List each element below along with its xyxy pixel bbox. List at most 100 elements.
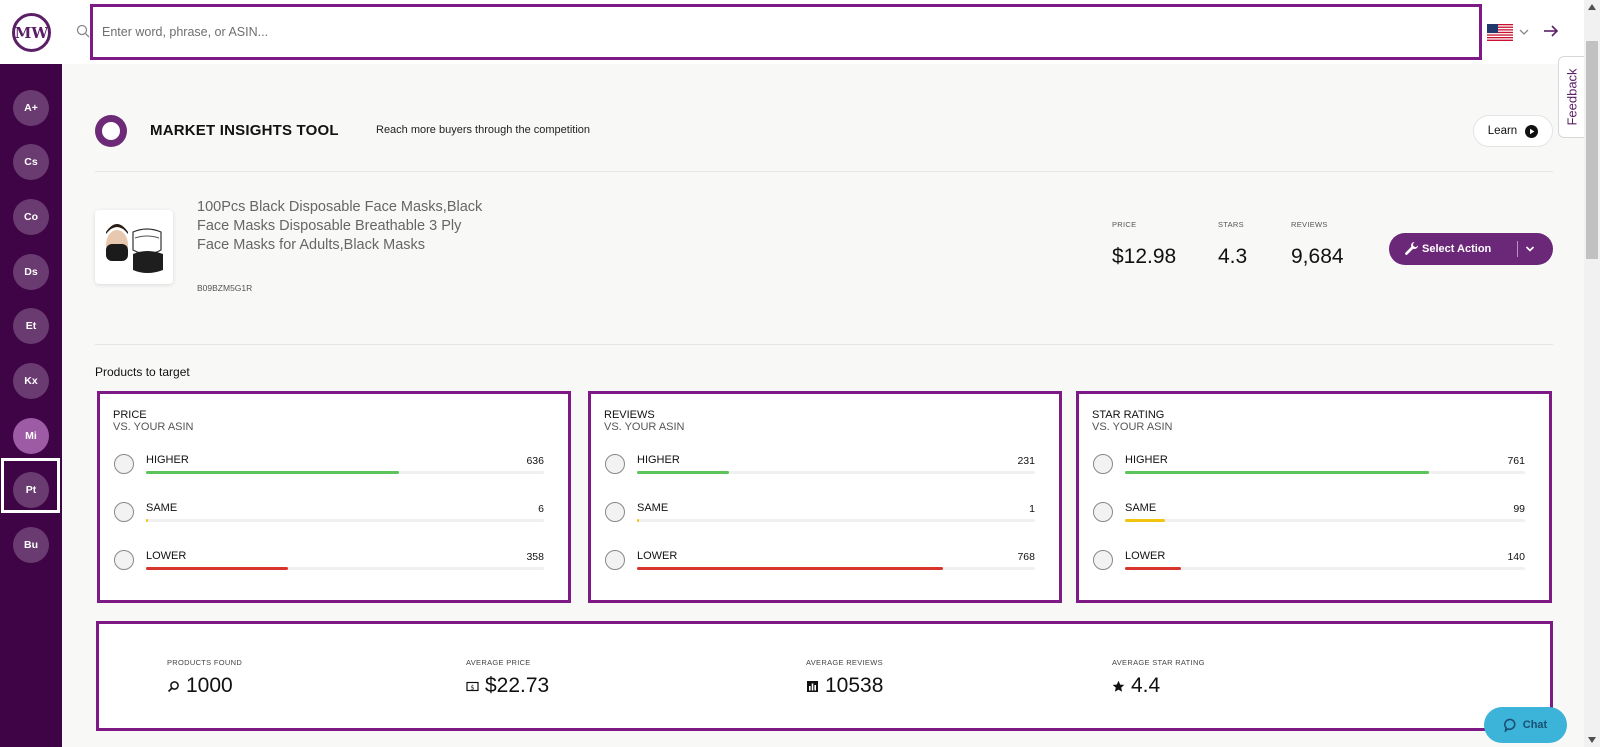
sidebar-item-bu[interactable]: Bu [13,527,49,563]
sidebar-active-frame [1,458,60,513]
row-count: 768 [1017,551,1035,563]
search-box [90,4,1482,60]
card-label: PRICE [113,409,147,421]
price-value: $12.98 [1112,245,1177,268]
sidebar-item-ds[interactable]: Ds [13,254,49,290]
bar-track [146,519,544,522]
search-icon [76,24,90,38]
chevron-down-icon[interactable] [1518,27,1530,37]
card-sublabel: VS. YOUR ASIN [113,421,194,433]
bar-fill-same [1125,519,1165,522]
average-reviews-value: 10538 [806,674,883,698]
average-reviews-label: AVERAGE REVIEWS [806,658,883,667]
average-star-rating-number: 4.4 [1131,674,1161,697]
logo[interactable]: MW [12,13,51,52]
learn-label: Learn [1487,125,1518,137]
sidebar-item-co[interactable]: Co [13,199,49,235]
bar-track [637,471,1035,474]
product-image [95,210,173,284]
scroll-down-arrow-icon[interactable] [1587,736,1597,744]
chat-button[interactable]: Chat [1484,707,1567,743]
bar-fill-same [637,519,639,522]
row-label: HIGHER [637,454,680,466]
row-label: SAME [146,502,178,514]
stars-label: STARS [1218,220,1244,229]
search-icon [167,680,179,692]
bar-chart-icon [807,680,818,692]
scroll-up-arrow-icon[interactable] [1587,3,1597,11]
sidebar-item-cs[interactable]: Cs [13,144,49,180]
row-label: HIGHER [146,454,189,466]
card-sublabel: VS. YOUR ASIN [1092,421,1173,433]
row-label: SAME [1125,502,1157,514]
page-subtitle: Reach more buyers through the competitio… [376,124,591,136]
face-mask-product-icon [106,224,163,273]
products-found-label: PRODUCTS FOUND [167,658,243,667]
bar-track [146,567,544,570]
sidebar-item-mi[interactable]: Mi [13,418,49,454]
radio-same[interactable] [114,502,134,522]
stars-value: 4.3 [1218,245,1248,268]
bar-fill-lower [146,567,289,570]
row-count: 6 [538,503,544,515]
bar-track [1125,471,1525,474]
radio-lower[interactable] [1093,550,1113,570]
sidebar-item-pt[interactable]: Pt [13,472,49,508]
price-label: PRICE [1112,220,1137,229]
button-separator [1517,241,1518,257]
select-action-button[interactable]: Select Action [1389,233,1553,265]
row-count: 761 [1507,455,1525,467]
product-asin: B09BZM5G1R [197,283,253,293]
radio-lower[interactable] [114,550,134,570]
average-price-value: $ $22.73 [466,674,549,698]
row-label: LOWER [637,550,678,562]
star-rating-comparison-card: STAR RATING VS. YOUR ASIN HIGHER 761 SAM… [1076,391,1552,603]
row-count: 99 [1513,503,1525,515]
sidebar-item-et[interactable]: Et [13,308,49,344]
dollar-icon: $ [466,681,479,691]
products-found-value: 1000 [167,674,233,698]
star-icon [1112,680,1125,692]
row-count: 140 [1507,551,1525,563]
radio-lower[interactable] [605,550,625,570]
feedback-label: Feedback [1564,68,1579,126]
bar-fill-lower [637,567,943,570]
scrollbar-thumb[interactable] [1586,41,1598,259]
us-flag-icon[interactable] [1487,24,1513,41]
sidebar: A+ Cs Co Ds Et Kx Mi Pt Bu [0,64,62,747]
svg-text:$: $ [470,683,474,691]
select-action-label: Select Action [1422,243,1492,255]
average-star-rating-value: 4.4 [1112,674,1160,698]
bar-track [637,519,1035,522]
radio-higher[interactable] [114,454,134,474]
radio-higher[interactable] [605,454,625,474]
row-label: SAME [637,502,669,514]
reviews-comparison-card: REVIEWS VS. YOUR ASIN HIGHER 231 SAME 1 … [588,391,1062,603]
learn-button[interactable]: Learn [1473,115,1553,147]
divider [95,344,1553,345]
row-count: 358 [526,551,544,563]
average-reviews-number: 10538 [825,674,884,697]
radio-higher[interactable] [1093,454,1113,474]
average-price-label: AVERAGE PRICE [466,658,531,667]
play-icon [1525,124,1539,138]
bar-track [637,567,1035,570]
sidebar-item-kx[interactable]: Kx [13,363,49,399]
radio-same[interactable] [605,502,625,522]
arrow-right-icon[interactable] [1543,24,1559,38]
search-input[interactable] [93,7,1479,57]
top-bar: MW [0,0,1600,64]
row-label: LOWER [146,550,187,562]
feedback-tab[interactable]: Feedback [1558,56,1584,138]
sidebar-item-aplus[interactable]: A+ [13,90,49,126]
card-label: REVIEWS [604,409,655,421]
divider [95,171,1553,172]
section-title: Products to target [95,365,190,379]
radio-same[interactable] [1093,502,1113,522]
wrench-icon [1405,242,1418,255]
product-title[interactable]: 100Pcs Black Disposable Face Masks,Black… [197,199,483,253]
chat-label: Chat [1522,719,1548,731]
bar-fill-higher [1125,471,1430,474]
chevron-down-icon[interactable] [1525,245,1535,253]
row-label: HIGHER [1125,454,1168,466]
